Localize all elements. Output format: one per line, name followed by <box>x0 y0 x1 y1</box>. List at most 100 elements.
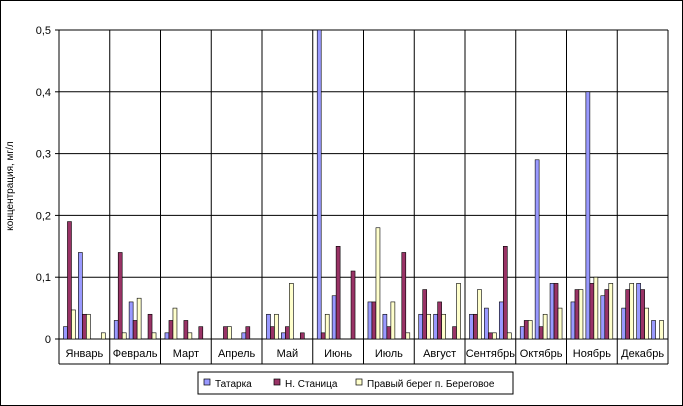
bar <box>422 289 428 340</box>
bar <box>183 320 189 340</box>
bar <box>426 313 432 340</box>
bar <box>574 289 580 340</box>
bar <box>223 326 228 340</box>
legend-box <box>197 371 514 395</box>
bar <box>386 326 392 340</box>
bar <box>371 301 377 340</box>
bar <box>456 283 461 340</box>
bar <box>418 313 424 340</box>
bar <box>67 221 72 340</box>
bar <box>168 320 174 340</box>
legend-swatch <box>203 378 211 386</box>
bar <box>172 307 178 340</box>
legend-entry: Н. Станица <box>285 379 338 390</box>
bar <box>452 326 457 340</box>
legend-swatch <box>355 378 363 386</box>
bar <box>86 313 91 340</box>
bar <box>644 307 649 340</box>
legend-swatch <box>273 378 281 386</box>
bar <box>433 313 438 340</box>
x-tick-label: Сентябрь <box>466 348 516 360</box>
x-tick-label: Март <box>173 348 199 360</box>
bar <box>132 320 138 340</box>
bar <box>266 313 271 340</box>
bar <box>82 313 87 340</box>
x-tick-label: Август <box>423 348 456 360</box>
bar <box>117 252 123 340</box>
bar <box>473 313 478 340</box>
bar <box>227 326 232 340</box>
bar <box>245 326 251 340</box>
bar <box>78 252 83 340</box>
bar <box>636 283 641 340</box>
grid-lines <box>58 29 669 364</box>
bar <box>147 313 153 340</box>
bar <box>274 313 279 340</box>
bar <box>542 313 548 340</box>
bars <box>63 29 664 340</box>
x-tick-label: Апрель <box>218 348 256 360</box>
bar <box>484 307 489 340</box>
bar <box>401 252 407 340</box>
bar <box>437 301 442 340</box>
bar <box>198 326 204 340</box>
bar <box>281 332 286 340</box>
bar <box>350 270 356 340</box>
bar <box>557 307 563 340</box>
y-axis-label: концентрация, мг/л <box>5 141 16 231</box>
x-tick-label: Декабрь <box>621 348 664 360</box>
bar <box>299 332 305 340</box>
bar <box>527 320 533 340</box>
bar <box>390 301 396 340</box>
bar <box>553 283 559 340</box>
bar <box>164 332 170 340</box>
bar <box>492 332 497 340</box>
x-tick-label: Январь <box>66 348 104 360</box>
bar <box>100 332 106 340</box>
bar <box>270 326 275 340</box>
bar <box>121 332 127 340</box>
bar <box>375 227 381 340</box>
x-tick-label: Май <box>277 348 299 360</box>
legend-entry: Правый берег п. Береговое <box>367 378 495 390</box>
bar <box>549 283 555 340</box>
bar <box>335 246 341 340</box>
bar <box>570 301 576 340</box>
bar <box>128 301 134 340</box>
bar <box>320 332 326 340</box>
bar <box>113 320 119 340</box>
bar <box>488 332 493 340</box>
bar <box>651 320 656 340</box>
bar <box>585 91 591 340</box>
bar <box>241 332 247 340</box>
axes: 0 0,1 0,2 0,3 0,4 0,5 Январь Февраль Март Апрель М… <box>36 25 668 365</box>
bar <box>382 313 388 340</box>
x-tick-label: Октябрь <box>520 348 563 360</box>
bar <box>477 289 482 340</box>
bar <box>187 332 193 340</box>
bar <box>523 320 529 340</box>
y-tick-label: 0,2 <box>36 210 51 222</box>
x-tick-label: Февраль <box>113 348 158 360</box>
x-tick-label: Июнь <box>324 348 352 360</box>
y-tick-label: 0,5 <box>36 25 51 37</box>
bar <box>289 283 294 340</box>
bar <box>600 295 606 340</box>
bar <box>640 289 645 340</box>
bar <box>621 307 627 340</box>
bar <box>71 309 76 340</box>
bar <box>519 326 525 340</box>
bar <box>285 326 290 340</box>
x-tick-label: Июль <box>375 348 403 360</box>
bar <box>625 289 631 340</box>
bar <box>316 29 322 340</box>
y-tick-label: 0,3 <box>36 149 51 161</box>
bar <box>629 283 635 340</box>
bar <box>405 332 411 340</box>
bar <box>538 326 544 340</box>
y-tick-label: 0,4 <box>36 87 51 99</box>
bar <box>589 283 595 340</box>
legend-entry: Татарка <box>215 379 252 390</box>
bar <box>469 313 474 340</box>
bar <box>608 283 614 340</box>
